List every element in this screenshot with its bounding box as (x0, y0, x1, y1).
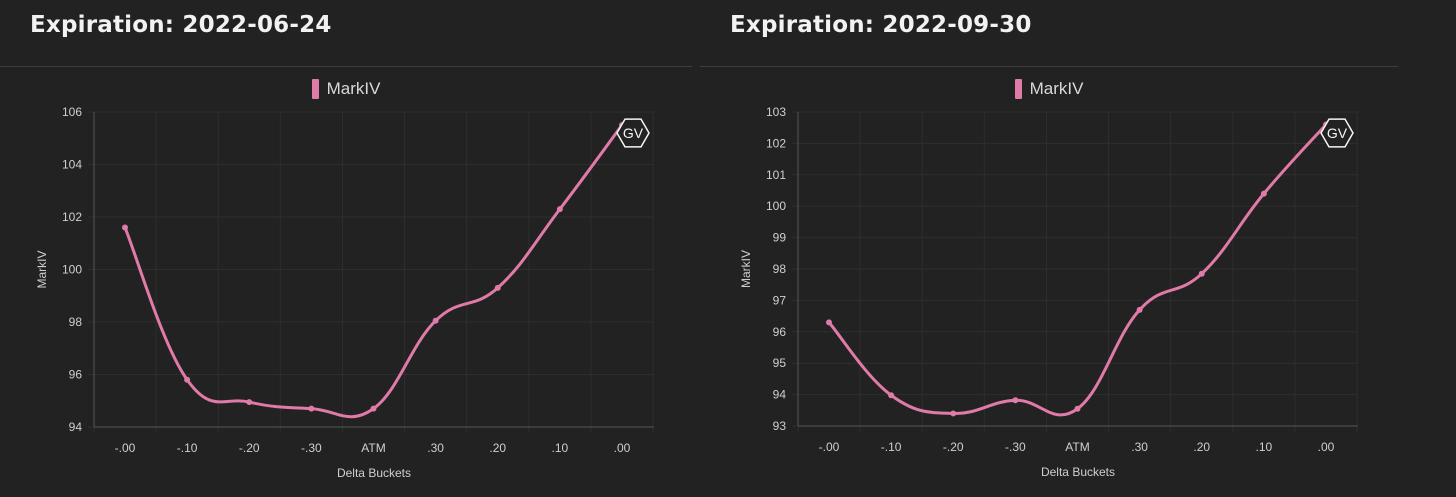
y-tick-label: 95 (773, 356, 787, 370)
x-tick-label: -.30 (301, 441, 322, 455)
x-tick-label: -.00 (819, 440, 840, 454)
x-axis-title: Delta Buckets (337, 466, 411, 480)
x-tick-label: -.20 (943, 440, 964, 454)
data-point (494, 284, 501, 291)
data-point (1136, 306, 1143, 313)
chart-title: Expiration: 2022-09-30 (730, 12, 1032, 38)
y-tick-label: 100 (62, 263, 82, 277)
y-tick-label: 102 (62, 210, 82, 224)
y-tick-label: 102 (766, 136, 786, 150)
y-tick-label: 100 (766, 199, 786, 213)
x-tick-label: .00 (1318, 440, 1335, 454)
data-point (1198, 270, 1205, 277)
x-tick-label: .20 (489, 441, 506, 455)
y-tick-label: 94 (69, 420, 83, 434)
line-chart: 93 94 95 96 97 98 99 100 101 102 103 -.00 -.10 -.20 -.… (739, 105, 1358, 479)
line-chart: 94 96 98 100 102 104 106 -.00 -.10 -.20 -.30 ATM .30… (35, 105, 654, 480)
watermark-logo: GV (1320, 118, 1354, 148)
series-line (827, 123, 1328, 417)
data-point (122, 224, 128, 231)
x-tick-label: -.30 (1005, 440, 1026, 454)
panel-divider (700, 66, 1398, 67)
watermark-text: GV (1327, 125, 1348, 141)
legend[interactable]: MarkIV (0, 79, 692, 99)
y-tick-label: 94 (773, 388, 787, 402)
x-tick-label: ATM (1065, 440, 1089, 454)
chart-panel-left: Expiration: 2022-06-24 MarkIV 94 96 98 100 1… (0, 0, 692, 497)
watermark-logo: GV (616, 118, 650, 148)
data-point (950, 410, 957, 417)
y-tick-label: 98 (773, 262, 787, 276)
x-tick-label: .00 (614, 441, 631, 455)
chart-title: Expiration: 2022-06-24 (30, 12, 332, 38)
x-tick-label: .30 (1131, 440, 1148, 454)
x-tick-label: -.20 (239, 441, 260, 455)
x-tick-label: -.00 (115, 441, 136, 455)
chart-panel-right: Expiration: 2022-09-30 MarkIV 93 94 95 96 97… (700, 0, 1398, 497)
y-axis-title: MarkIV (739, 250, 753, 288)
x-tick-label: -.10 (177, 441, 198, 455)
x-axis-title: Delta Buckets (1041, 465, 1115, 479)
x-tick-label: .10 (552, 441, 569, 455)
data-point (184, 376, 191, 383)
x-tick-label: ATM (361, 441, 385, 455)
data-point (308, 405, 315, 412)
x-tick-label: .20 (1193, 440, 1210, 454)
panel-divider (0, 66, 692, 67)
x-tick-label: -.10 (881, 440, 902, 454)
data-point (556, 206, 563, 213)
x-tick-label: .10 (1256, 440, 1273, 454)
legend[interactable]: MarkIV (700, 79, 1398, 99)
y-tick-label: 96 (773, 325, 787, 339)
data-point (826, 319, 832, 326)
data-point (370, 405, 377, 412)
data-point (1074, 405, 1081, 412)
legend-swatch (1014, 79, 1022, 99)
watermark-hexagon (616, 118, 650, 148)
series-line (123, 123, 624, 419)
data-point (888, 392, 895, 399)
y-tick-label: 99 (773, 231, 787, 245)
data-point (432, 317, 439, 324)
data-point (1012, 397, 1019, 404)
x-tick-label: .30 (427, 441, 444, 455)
y-tick-label: 104 (62, 158, 82, 172)
y-tick-label: 97 (773, 293, 787, 307)
watermark-text: GV (623, 125, 644, 141)
y-tick-label: 98 (69, 315, 83, 329)
data-point (246, 399, 253, 406)
y-tick-label: 106 (62, 105, 82, 119)
legend-label: MarkIV (326, 79, 381, 98)
y-axis-title: MarkIV (35, 250, 49, 288)
legend-swatch (311, 79, 319, 99)
data-point (1260, 190, 1267, 197)
legend-label: MarkIV (1029, 79, 1084, 98)
watermark-hexagon (1320, 118, 1354, 148)
y-tick-label: 103 (766, 105, 786, 119)
y-tick-label: 96 (69, 368, 83, 382)
y-tick-label: 93 (773, 419, 787, 433)
y-tick-label: 101 (766, 168, 786, 182)
